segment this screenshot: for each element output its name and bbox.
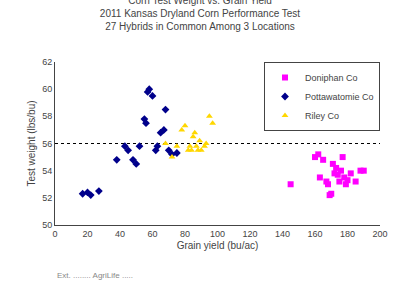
svg-text:Pottawatomie Co: Pottawatomie Co bbox=[305, 92, 374, 102]
svg-text:62: 62 bbox=[42, 57, 52, 67]
svg-text:100: 100 bbox=[210, 229, 225, 239]
svg-text:Riley Co: Riley Co bbox=[305, 111, 339, 121]
svg-text:52: 52 bbox=[42, 193, 52, 203]
svg-text:0: 0 bbox=[52, 229, 57, 239]
svg-text:56: 56 bbox=[42, 139, 52, 149]
svg-text:54: 54 bbox=[42, 166, 52, 176]
svg-text:Ext. ........ AgriLife .....: Ext. ........ AgriLife ..... bbox=[57, 271, 133, 280]
svg-text:Corn Test Weight vs. Grain Yie: Corn Test Weight vs. Grain Yield2011 Kan… bbox=[100, 0, 301, 32]
svg-text:Doniphan Co: Doniphan Co bbox=[305, 73, 358, 83]
svg-text:180: 180 bbox=[340, 229, 355, 239]
svg-text:60: 60 bbox=[42, 84, 52, 94]
svg-text:200: 200 bbox=[372, 229, 387, 239]
svg-text:20: 20 bbox=[82, 229, 92, 239]
svg-text:58: 58 bbox=[42, 111, 52, 121]
svg-text:120: 120 bbox=[242, 229, 257, 239]
svg-text:140: 140 bbox=[275, 229, 290, 239]
svg-text:160: 160 bbox=[307, 229, 322, 239]
svg-text:Grain yield (bu/ac): Grain yield (bu/ac) bbox=[177, 240, 259, 251]
svg-text:60: 60 bbox=[147, 229, 157, 239]
svg-text:80: 80 bbox=[180, 229, 190, 239]
svg-text:40: 40 bbox=[115, 229, 125, 239]
svg-text:Test weight (lbs/bu): Test weight (lbs/bu) bbox=[26, 100, 37, 186]
svg-text:50: 50 bbox=[42, 220, 52, 230]
